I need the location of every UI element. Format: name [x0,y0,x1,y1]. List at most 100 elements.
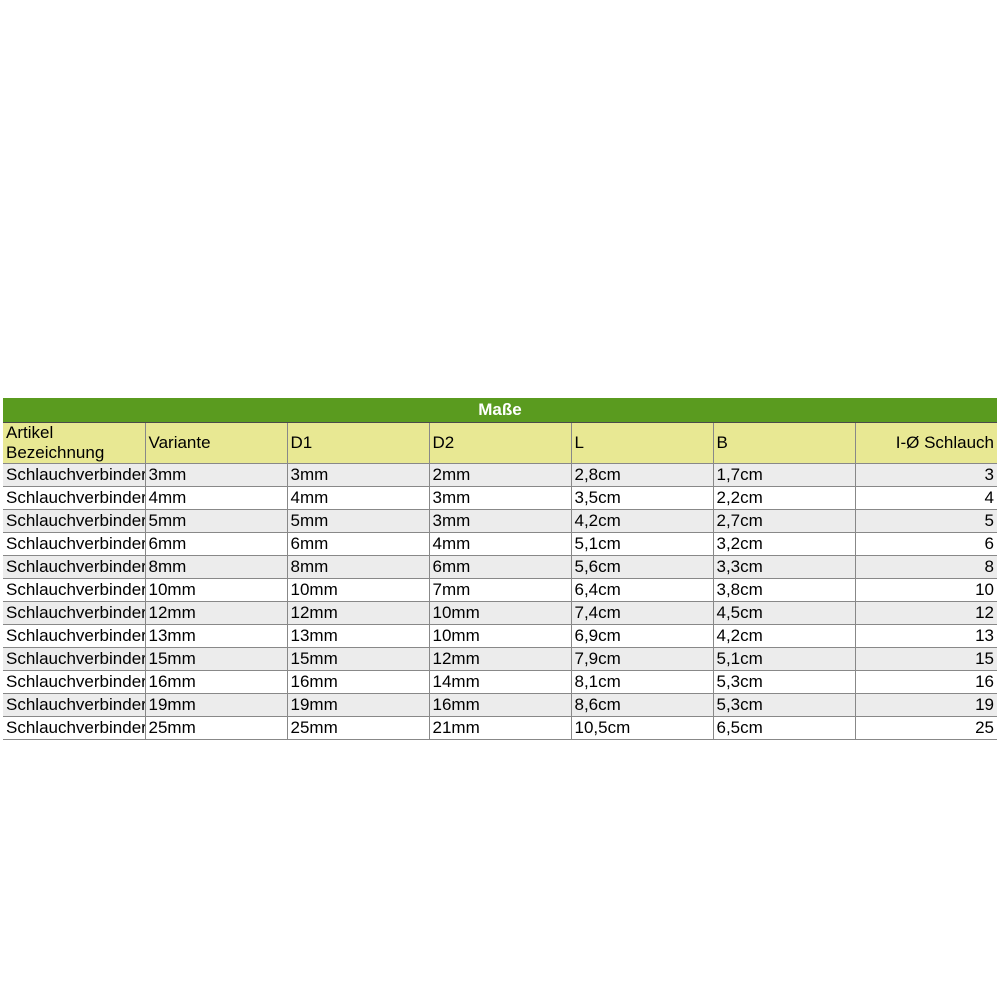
cell-l: 8,1cm [571,670,713,693]
cell-variante: 19mm [145,693,287,716]
col-header-d1: D1 [287,422,429,463]
cell-b: 4,5cm [713,601,855,624]
cell-b: 3,2cm [713,532,855,555]
col-header-d2: D2 [429,422,571,463]
cell-b: 4,2cm [713,624,855,647]
col-header-variante: Variante [145,422,287,463]
cell-d2: 3mm [429,486,571,509]
cell-schlauch: 8 [855,555,997,578]
cell-d1: 5mm [287,509,429,532]
cell-d1: 3mm [287,463,429,486]
cell-d2: 7mm [429,578,571,601]
cell-l: 7,4cm [571,601,713,624]
cell-l: 7,9cm [571,647,713,670]
cell-d1: 25mm [287,716,429,739]
table-row: Schlauchverbinder T-Stück 13 mm13mm13mm1… [3,624,997,647]
cell-schlauch: 5 [855,509,997,532]
cell-schlauch: 3 [855,463,997,486]
cell-variante: 8mm [145,555,287,578]
cell-d1: 19mm [287,693,429,716]
cell-d2: 21mm [429,716,571,739]
cell-b: 5,3cm [713,670,855,693]
cell-artikel: Schlauchverbinder T-Stück 25 mm [3,716,145,739]
cell-b: 5,1cm [713,647,855,670]
col-header-b: B [713,422,855,463]
cell-d2: 6mm [429,555,571,578]
cell-schlauch: 10 [855,578,997,601]
cell-schlauch: 15 [855,647,997,670]
cell-schlauch: 19 [855,693,997,716]
cell-d1: 15mm [287,647,429,670]
cell-variante: 6mm [145,532,287,555]
table-row: Schlauchverbinder T-Stück 5 mm5mm5mm3mm4… [3,509,997,532]
cell-l: 8,6cm [571,693,713,716]
cell-b: 1,7cm [713,463,855,486]
cell-artikel: Schlauchverbinder T-Stück 5 mm [3,509,145,532]
cell-schlauch: 12 [855,601,997,624]
cell-schlauch: 25 [855,716,997,739]
table-title-row: Maße [3,398,997,422]
cell-b: 6,5cm [713,716,855,739]
cell-d1: 10mm [287,578,429,601]
cell-d2: 4mm [429,532,571,555]
cell-variante: 15mm [145,647,287,670]
cell-artikel: Schlauchverbinder T-Stück 15 mm [3,647,145,670]
cell-artikel: Schlauchverbinder T-Stück 13 mm [3,624,145,647]
table-row: Schlauchverbinder T-Stück 10 mm10mm10mm7… [3,578,997,601]
cell-variante: 4mm [145,486,287,509]
table-row: Schlauchverbinder T-Stück 8 mm8mm8mm6mm5… [3,555,997,578]
cell-variante: 5mm [145,509,287,532]
table-row: Schlauchverbinder T-Stück 15 mm15mm15mm1… [3,647,997,670]
cell-l: 2,8cm [571,463,713,486]
cell-l: 6,4cm [571,578,713,601]
cell-schlauch: 16 [855,670,997,693]
cell-variante: 12mm [145,601,287,624]
cell-b: 2,2cm [713,486,855,509]
cell-d2: 10mm [429,601,571,624]
cell-d2: 3mm [429,509,571,532]
cell-d2: 10mm [429,624,571,647]
cell-artikel: Schlauchverbinder T-Stück 3 mm [3,463,145,486]
cell-schlauch: 4 [855,486,997,509]
table-title: Maße [3,398,997,422]
cell-artikel: Schlauchverbinder T-Stück 8 mm [3,555,145,578]
cell-d1: 12mm [287,601,429,624]
table-row: Schlauchverbinder T-Stück 19 mm19mm19mm1… [3,693,997,716]
cell-artikel: Schlauchverbinder T-Stück 12 mm [3,601,145,624]
cell-l: 5,1cm [571,532,713,555]
cell-d1: 16mm [287,670,429,693]
table-row: Schlauchverbinder T-Stück 12 mm12mm12mm1… [3,601,997,624]
cell-d1: 4mm [287,486,429,509]
cell-artikel: Schlauchverbinder T-Stück 4 mm [3,486,145,509]
cell-artikel: Schlauchverbinder T-Stück 10 mm [3,578,145,601]
cell-d2: 12mm [429,647,571,670]
col-header-schlauch: I-Ø Schlauch [855,422,997,463]
cell-b: 5,3cm [713,693,855,716]
cell-schlauch: 6 [855,532,997,555]
table-row: Schlauchverbinder T-Stück 25 mm25mm25mm2… [3,716,997,739]
cell-b: 3,3cm [713,555,855,578]
table-header-row: Artikel Bezeichnung Variante D1 D2 L B I… [3,422,997,463]
cell-variante: 16mm [145,670,287,693]
cell-b: 2,7cm [713,509,855,532]
cell-d2: 14mm [429,670,571,693]
col-header-artikel: Artikel Bezeichnung [3,422,145,463]
cell-variante: 13mm [145,624,287,647]
cell-l: 5,6cm [571,555,713,578]
dimensions-table-wrap: Maße Artikel Bezeichnung Variante D1 D2 … [3,398,997,740]
dimensions-table: Maße Artikel Bezeichnung Variante D1 D2 … [3,398,997,740]
table-row: Schlauchverbinder T-Stück 16 mm16mm16mm1… [3,670,997,693]
cell-artikel: Schlauchverbinder T-Stück 16 mm [3,670,145,693]
col-header-l: L [571,422,713,463]
cell-l: 6,9cm [571,624,713,647]
cell-variante: 3mm [145,463,287,486]
cell-artikel: Schlauchverbinder T-Stück 19 mm [3,693,145,716]
cell-d2: 2mm [429,463,571,486]
cell-l: 4,2cm [571,509,713,532]
cell-d1: 6mm [287,532,429,555]
cell-l: 3,5cm [571,486,713,509]
cell-d1: 8mm [287,555,429,578]
table-row: Schlauchverbinder T-Stück 6 mm6mm6mm4mm5… [3,532,997,555]
table-row: Schlauchverbinder T-Stück 4 mm4mm4mm3mm3… [3,486,997,509]
cell-variante: 10mm [145,578,287,601]
